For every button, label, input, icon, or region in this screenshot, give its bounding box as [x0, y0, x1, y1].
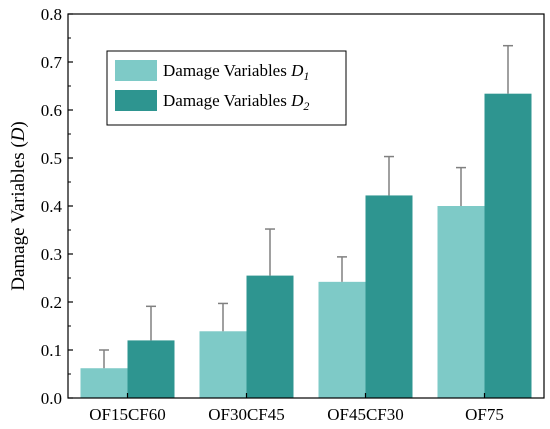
bar: [199, 331, 247, 398]
y-axis: 0.0 0.1 0.2 0.3 0.4 0.5 0.6 0.7 0.8: [41, 5, 73, 408]
y-tick-label: 0.3: [41, 245, 62, 264]
legend-swatch: [115, 90, 157, 111]
legend-label-text: Damage Variables: [163, 91, 291, 110]
x-tick-label: OF75: [465, 405, 504, 424]
legend-label-subscript: 2: [303, 99, 309, 113]
y-axis-title-symbol: D: [8, 127, 29, 142]
y-tick-label: 0.5: [41, 149, 62, 168]
bar: [437, 206, 485, 398]
legend-swatch: [115, 60, 157, 81]
x-axis: OF15CF60 OF30CF45 OF45CF30 OF75: [89, 393, 504, 424]
bar: [80, 368, 128, 398]
bar: [127, 340, 175, 398]
y-tick-label: 0.6: [41, 101, 62, 120]
legend-label-symbol: D: [290, 91, 304, 110]
legend-label-symbol: D: [290, 61, 304, 80]
legend-label-text: Damage Variables: [163, 61, 291, 80]
y-axis-title: Damage Variables (D): [8, 121, 29, 291]
legend-label: Damage Variables D1: [163, 61, 309, 83]
y-tick-label: 0.4: [41, 197, 63, 216]
y-tick-label: 0.7: [41, 53, 63, 72]
y-axis-title-suffix: ): [8, 121, 29, 127]
y-tick-label: 0.1: [41, 341, 62, 360]
x-tick-label: OF30CF45: [208, 405, 285, 424]
x-tick-label: OF15CF60: [89, 405, 166, 424]
y-axis-title-text: Damage Variables (: [8, 141, 29, 290]
plot-area: [80, 44, 532, 399]
y-tick-label: 0.2: [41, 293, 62, 312]
bar: [318, 281, 366, 398]
y-tick-label: 0.8: [41, 5, 62, 24]
legend-label-subscript: 1: [303, 69, 309, 83]
x-tick-label: OF45CF30: [327, 405, 404, 424]
bar: [246, 275, 294, 398]
bar: [365, 195, 413, 398]
y-tick-label: 0.0: [41, 389, 62, 408]
legend-label: Damage Variables D2: [163, 91, 309, 113]
bar: [484, 93, 532, 399]
